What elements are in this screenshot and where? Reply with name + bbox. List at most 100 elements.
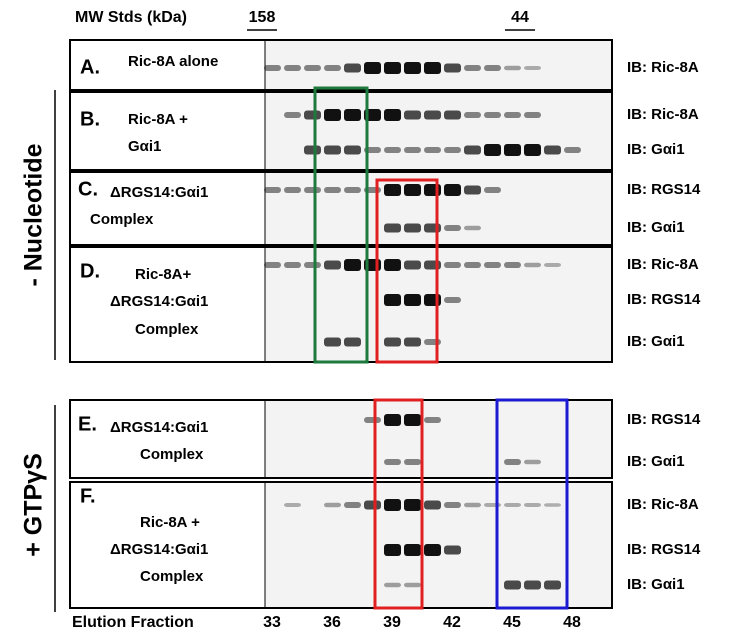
- band: [344, 337, 361, 347]
- band: [524, 459, 541, 465]
- band: [444, 110, 461, 120]
- blot-label: IB: RGS14: [627, 291, 701, 308]
- band: [324, 65, 341, 71]
- band: [404, 110, 421, 120]
- band: [324, 109, 341, 121]
- band: [364, 500, 381, 510]
- band: [484, 65, 501, 71]
- band: [384, 414, 401, 426]
- band: [544, 580, 561, 590]
- fraction-label: 42: [443, 614, 461, 631]
- band: [464, 112, 481, 118]
- band: [304, 262, 321, 268]
- band: [384, 259, 401, 271]
- panel-letter: F.: [80, 485, 96, 507]
- band: [384, 294, 401, 306]
- band: [344, 187, 361, 193]
- band: [284, 65, 301, 71]
- band: [444, 502, 461, 508]
- blot-label: IB: Ric-8A: [627, 256, 699, 273]
- band: [384, 223, 401, 233]
- band: [304, 187, 321, 193]
- band: [304, 110, 321, 120]
- blot-label: IB: Gαi1: [627, 219, 685, 236]
- band: [324, 187, 341, 193]
- mw-marker: 158: [249, 9, 276, 26]
- band: [304, 65, 321, 71]
- fraction-label: 45: [503, 614, 521, 631]
- band: [464, 225, 481, 231]
- band: [444, 184, 461, 196]
- group-label: + GTPγS: [20, 453, 48, 557]
- blot-label: IB: Gαi1: [627, 453, 685, 470]
- band: [284, 112, 301, 118]
- highlight-box: [375, 178, 439, 364]
- band: [344, 259, 361, 271]
- band: [344, 109, 361, 121]
- fraction-label: 48: [563, 614, 581, 631]
- band: [324, 337, 341, 347]
- panel-label: Complex: [135, 321, 199, 338]
- panel-label: Gαi1: [128, 138, 161, 155]
- panel-label: Ric-8A +: [128, 111, 188, 128]
- blot-area: [265, 400, 612, 478]
- band: [404, 582, 421, 588]
- band: [484, 187, 501, 193]
- band: [404, 459, 421, 465]
- band: [504, 503, 521, 507]
- band: [324, 260, 341, 270]
- band: [524, 580, 541, 590]
- band: [404, 499, 421, 511]
- panel-letter: D.: [80, 260, 100, 282]
- band: [524, 112, 541, 118]
- band: [464, 65, 481, 71]
- band: [404, 260, 421, 270]
- panel-label: ΔRGS14:Gαi1: [110, 541, 208, 558]
- band: [524, 66, 541, 70]
- highlight-box: [373, 398, 424, 610]
- panel-frame: [69, 399, 613, 479]
- band: [444, 262, 461, 268]
- panel-letter: B.: [80, 108, 100, 130]
- band: [504, 580, 521, 590]
- group-label: - Nucleotide: [20, 143, 48, 286]
- band: [404, 147, 421, 153]
- highlight-box: [313, 86, 369, 364]
- panel-label: Ric-8A alone: [128, 53, 218, 70]
- band: [404, 414, 421, 426]
- panel-frame: [69, 91, 613, 171]
- band: [444, 147, 461, 153]
- band: [464, 145, 481, 155]
- band: [384, 147, 401, 153]
- band: [544, 145, 561, 155]
- band: [444, 225, 461, 231]
- band: [284, 262, 301, 268]
- band: [504, 262, 521, 268]
- band: [504, 459, 521, 465]
- panel-label: ΔRGS14:Gαi1: [110, 419, 208, 436]
- band: [564, 147, 581, 153]
- band: [404, 184, 421, 196]
- band: [424, 544, 441, 556]
- fraction-label: 39: [383, 614, 401, 631]
- band: [424, 110, 441, 120]
- blot-label: IB: RGS14: [627, 181, 701, 198]
- mw-marker: 44: [511, 9, 529, 26]
- band: [504, 112, 521, 118]
- band: [404, 62, 421, 74]
- band: [344, 63, 361, 73]
- band: [264, 65, 281, 71]
- band: [404, 294, 421, 306]
- panel-label: Complex: [140, 568, 204, 585]
- blot-label: IB: Gαi1: [627, 141, 685, 158]
- band: [544, 263, 561, 267]
- band: [464, 502, 481, 508]
- fraction-axis-label: Elution Fraction: [72, 614, 194, 631]
- band: [404, 544, 421, 556]
- band: [464, 185, 481, 195]
- band: [344, 502, 361, 508]
- band: [484, 112, 501, 118]
- mw-label: MW Stds (kDa): [75, 9, 187, 26]
- band: [364, 62, 381, 74]
- band: [384, 582, 401, 588]
